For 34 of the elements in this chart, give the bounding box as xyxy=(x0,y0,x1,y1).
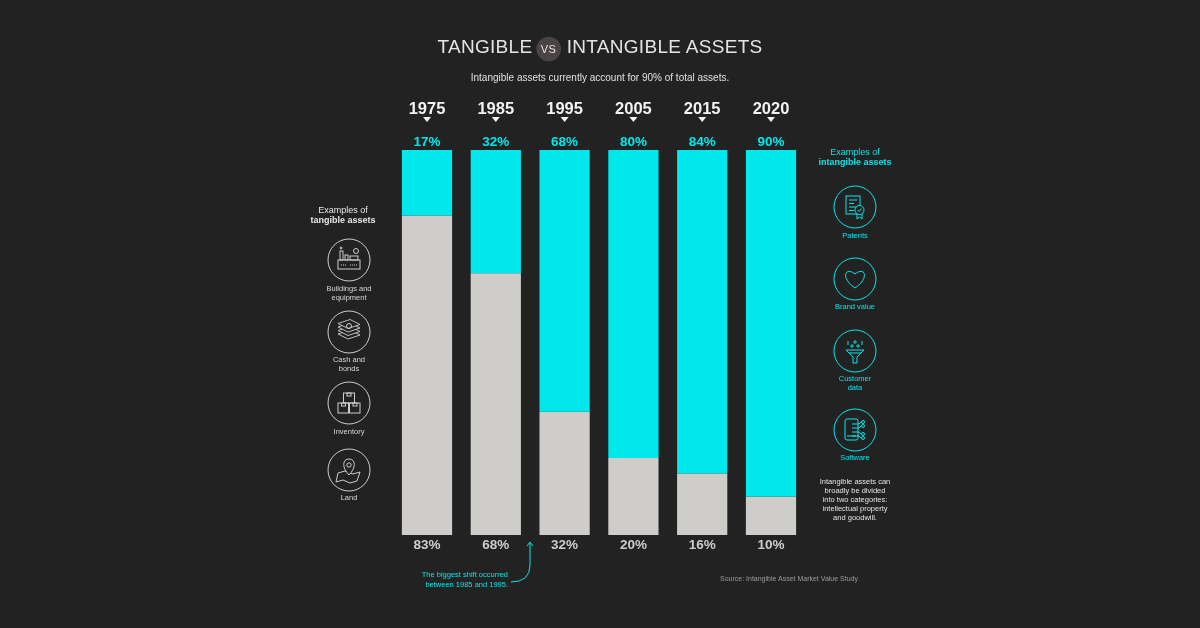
x-tick-label: 1985 xyxy=(477,99,515,117)
data-label: 83% xyxy=(413,537,441,552)
data-label: 68% xyxy=(482,537,510,552)
data-label: 90% xyxy=(757,134,785,149)
data-label: 17% xyxy=(413,134,441,149)
bar xyxy=(677,150,728,474)
x-tick-label: 2015 xyxy=(683,99,721,117)
bar xyxy=(401,150,453,216)
data-label: 32% xyxy=(482,134,510,149)
data-label: 20% xyxy=(619,537,647,552)
data-label: 68% xyxy=(551,134,579,149)
bar xyxy=(539,150,590,412)
bar xyxy=(745,496,797,535)
bar xyxy=(470,273,521,535)
bar xyxy=(608,150,659,458)
bar xyxy=(401,215,453,535)
x-tick-label: 1975 xyxy=(408,99,446,117)
chart-subtitle: Intangible assets currently account for 90% of total assets. xyxy=(470,72,730,83)
bar xyxy=(608,458,659,535)
bar xyxy=(539,411,590,535)
chart-title: TANGIBLE VS INTANGIBLE ASSETS xyxy=(437,36,763,57)
x-tick-label: 2005 xyxy=(615,99,652,117)
data-label: 10% xyxy=(757,537,785,552)
x-tick-label: 1995 xyxy=(546,99,583,117)
text: Examples of tangible assets xyxy=(310,205,376,225)
x-tick-label: 2020 xyxy=(752,99,790,117)
text: Examples of intangible assets xyxy=(818,147,892,167)
bar xyxy=(470,150,521,274)
data-label: 80% xyxy=(619,134,647,149)
data-label: 32% xyxy=(551,537,579,552)
data-label: 16% xyxy=(688,537,716,552)
bar xyxy=(745,150,797,497)
data-label: 84% xyxy=(688,134,716,149)
bar xyxy=(677,473,728,535)
